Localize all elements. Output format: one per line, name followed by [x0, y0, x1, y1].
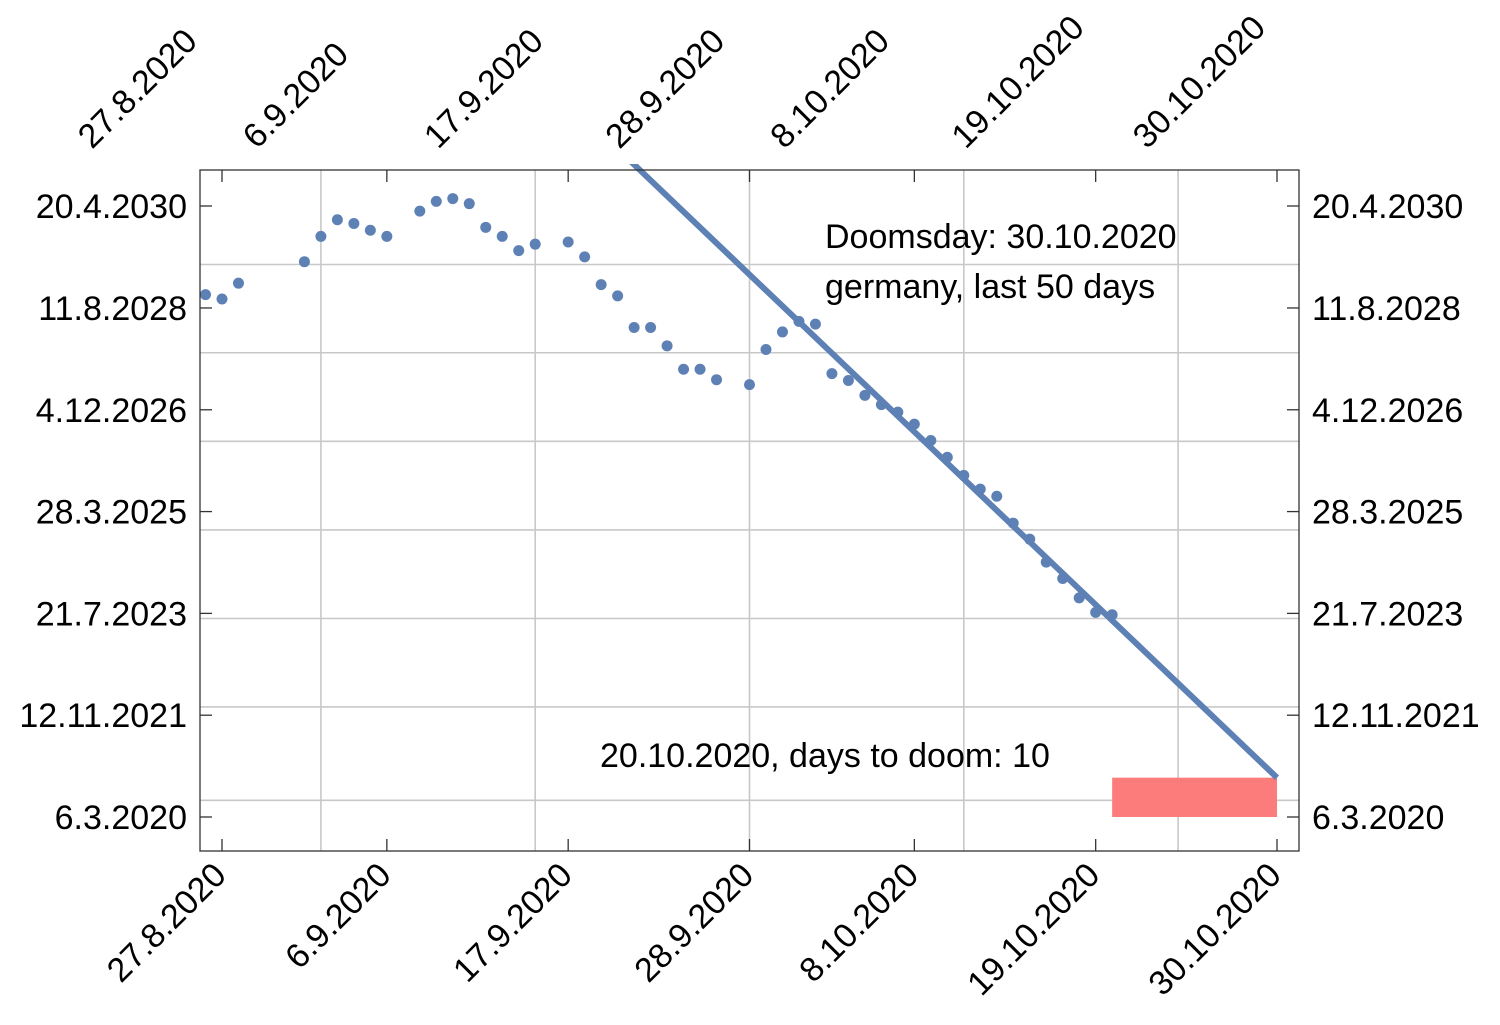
x-tick-label-bottom: 8.10.2020: [792, 856, 926, 990]
x-tick-label-bottom: 27.8.2020: [100, 856, 234, 990]
data-point: [711, 374, 723, 386]
data-point: [826, 368, 838, 380]
data-point: [595, 279, 607, 291]
y-tick-label-left: 20.4.2030: [36, 188, 187, 226]
data-point: [628, 321, 640, 333]
y-tick-label-left: 4.12.2026: [36, 392, 187, 430]
y-tick-label-left: 11.8.2028: [38, 290, 187, 328]
data-point: [348, 218, 360, 230]
data-point: [991, 490, 1003, 502]
y-tick-label-right: 6.3.2020: [1312, 799, 1444, 837]
data-point: [496, 230, 508, 242]
data-point: [744, 379, 755, 391]
data-point: [809, 318, 821, 330]
data-point: [661, 340, 673, 352]
x-tick-label-top: 28.9.2020: [598, 22, 732, 156]
doom-highlight-band: [1112, 777, 1277, 817]
x-tick-label-bottom: 28.9.2020: [627, 856, 761, 990]
data-point: [364, 224, 376, 236]
data-point: [645, 321, 657, 333]
data-point: [381, 230, 393, 242]
data-point: [298, 256, 310, 268]
y-tick-label-right: 28.3.2025: [1312, 494, 1463, 532]
data-point: [579, 251, 591, 263]
y-tick-label-left: 28.3.2025: [36, 494, 187, 532]
data-point: [760, 343, 772, 355]
data-point: [842, 375, 854, 387]
data-point: [200, 289, 212, 301]
data-point: [315, 230, 327, 242]
current-date-annotation: 20.10.2020, days to doom: 10: [600, 737, 1050, 775]
data-point: [331, 214, 343, 226]
series-layer: [200, 164, 1280, 780]
x-tick-label-top: 17.9.2020: [417, 22, 551, 156]
grid-layer: [200, 170, 1299, 851]
doomsday-annotation: Doomsday: 30.10.2020: [825, 218, 1177, 256]
data-point: [513, 245, 525, 257]
data-point: [776, 326, 788, 338]
data-point: [859, 389, 871, 401]
data-point: [216, 293, 228, 305]
x-tick-label-bottom: 30.10.2020: [1141, 856, 1288, 1003]
x-tick-label-top: 6.9.2020: [236, 35, 356, 155]
data-point: [463, 198, 475, 210]
x-tick-label-top: 30.10.2020: [1126, 8, 1273, 155]
x-tick-label-bottom: 17.9.2020: [446, 856, 580, 990]
data-point: [430, 195, 442, 207]
highlight-band-layer: [1112, 777, 1277, 817]
data-point: [480, 221, 492, 233]
data-point: [694, 363, 706, 375]
tick-layer: [200, 170, 1299, 851]
data-point: [562, 236, 574, 248]
y-tick-label-right: 20.4.2030: [1312, 188, 1463, 226]
x-tick-label-top: 19.10.2020: [944, 8, 1091, 155]
x-tick-label-bottom: 6.9.2020: [278, 856, 398, 976]
y-tick-label-right: 21.7.2023: [1312, 595, 1463, 633]
y-tick-label-right: 11.8.2028: [1312, 290, 1461, 328]
data-point: [612, 290, 624, 302]
x-tick-label-top: 27.8.2020: [71, 22, 205, 156]
data-point: [232, 277, 244, 289]
data-point: [529, 238, 541, 250]
y-tick-label-right: 4.12.2026: [1312, 392, 1463, 430]
y-tick-label-right: 12.11.2021: [1312, 697, 1480, 735]
y-tick-label-left: 6.3.2020: [55, 799, 187, 837]
x-tick-label-top: 8.10.2020: [763, 22, 897, 156]
country-window-annotation: germany, last 50 days: [825, 268, 1155, 306]
x-tick-label-bottom: 19.10.2020: [960, 856, 1107, 1003]
trend-line: [629, 164, 1280, 780]
data-point: [678, 363, 690, 375]
y-tick-label-left: 12.11.2021: [19, 697, 187, 735]
data-point: [414, 205, 426, 217]
data-point: [447, 193, 459, 205]
y-tick-label-left: 21.7.2023: [36, 595, 187, 633]
